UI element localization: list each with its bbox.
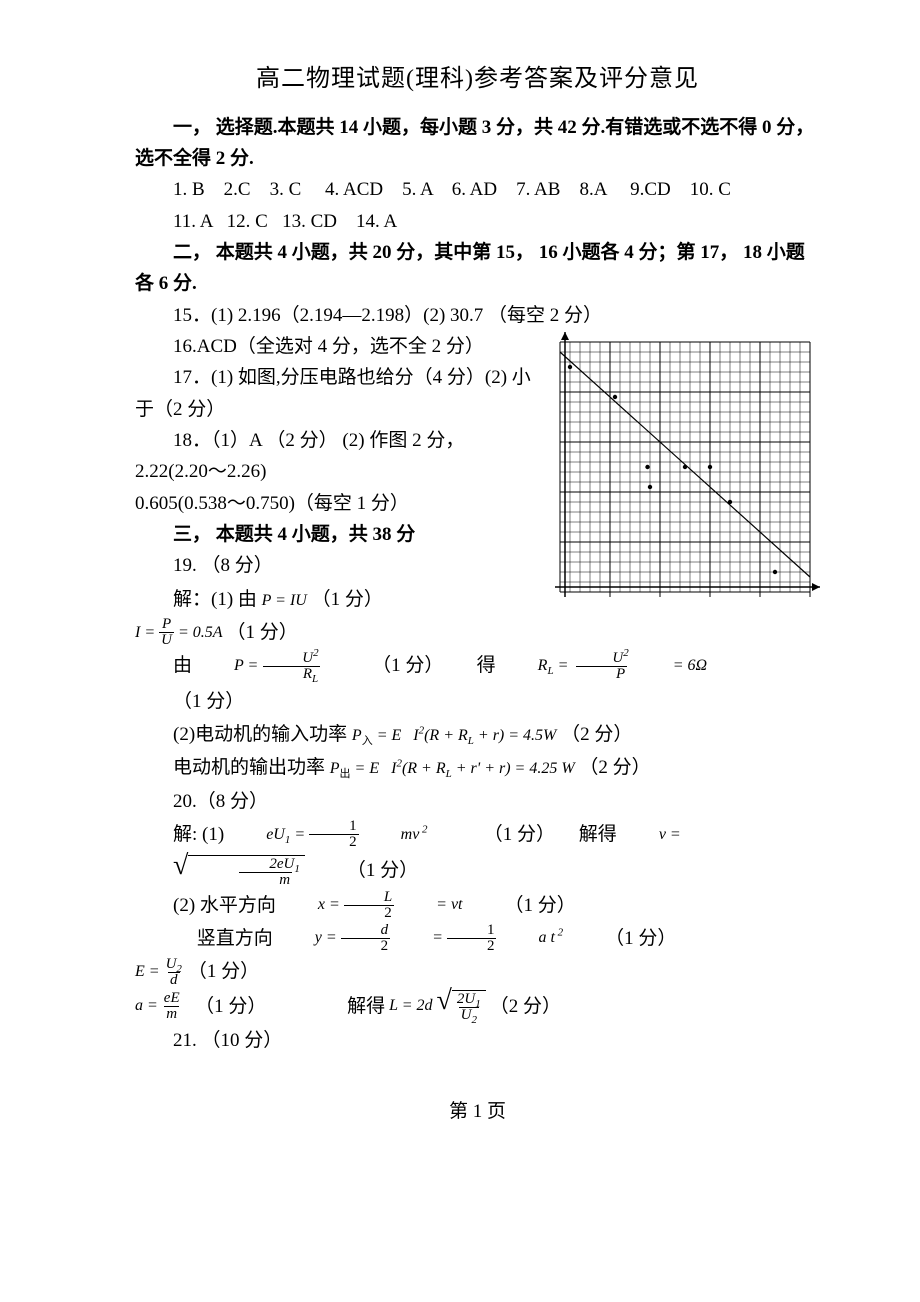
q20-a-mid: （1 分） 解得 [186,991,386,1022]
q20-sqrt-L: √ 2U1U2 [437,990,486,1023]
q20-a-eq: a = [135,993,158,1019]
q19-I-suf: （1 分） [227,617,298,648]
q20-y-eq: y = [277,925,337,951]
q21-heading: 21. （10 分） [135,1025,820,1056]
q20-2y-suf: （1 分） [567,923,676,954]
q19-2b-eq: P出 = E I2(R + RL + r' + r) = 4.25 W [330,760,575,777]
section1-heading: 一， 选择题.本题共 14 小题，每小题 3 分，共 42 分.有错选或不选不得… [135,112,820,175]
q20-step2x: (2) 水平方向 x = L2 = vt （1 分） [135,890,820,921]
q19-2a-suf: （2 分） [561,724,632,745]
q19-step2a: (2)电动机的输入功率 P入 = E I2(R + RL + r) = 4.5W… [135,719,820,750]
section2-heading: 二， 本题共 4 小题，共 20 分，其中第 15， 16 小题各 4 分；第 … [135,237,820,300]
scatter-chart [550,332,820,612]
q19-step-I: I = PU = 0.5A （1 分） [135,617,820,648]
q19-RL-val: = 6Ω [635,653,707,679]
q20-frac-half: 12 [309,819,359,850]
q20-1-suf: （1 分） [309,855,418,886]
q19-I-val: = 0.5A [178,620,223,646]
q19-2b-suf: （2 分） [579,757,650,778]
q20-eq-eq: = [394,925,443,951]
q15-line: 15．(1) 2.196（2.194—2.198）(2) 30.7 （每空 2 … [135,300,820,331]
q20-frac-L2: L2 [344,890,394,921]
page-title: 高二物理试题(理科)参考答案及评分意见 [135,60,820,100]
q19-2a-pre: (2)电动机的输入功率 [173,724,347,745]
q20-heading: 20.（8 分） [135,786,820,817]
q19-frac-PU: PU [159,617,174,648]
q19-frac-U2P: U2P [572,651,630,682]
q19-RL-mid: （1 分） 得 [325,650,496,681]
q19-2a-eq: P入 = E I2(R + RL + r) = 4.5W [352,727,556,744]
q20-sqrt-v: √ 2eU1m [135,855,305,888]
q19-P-eq: P = [196,653,258,679]
q20-a-suf: （2 分） [490,991,561,1022]
q19-2b-pre: 电动机的输出功率 [173,757,325,778]
graph-panel [550,332,820,612]
q19-step-RL: 由 P = U2RL （1 分） 得 RL = U2P = 6Ω （1 分） [135,650,820,717]
q20-1-mid: （1 分） 解得 [432,819,617,850]
q20-mv2: mv 2 [363,822,428,848]
q20-step1: 解: (1) eU1 = 12 mv 2 （1 分） 解得 v = √ 2eU1… [135,819,820,887]
q20-L-eq: L = 2d [389,993,432,1019]
q20-step2y: 竖直方向 y = d2 = 12 a t 2 （1 分） [135,923,820,954]
q19-eq-PIU: P = IU [262,592,307,609]
q20-eU1: eU1 = [228,822,305,848]
q19-I-symbol: I = [135,620,155,646]
q20-frac-half2: 12 [447,923,497,954]
q19-RL-suf: （1 分） [135,686,244,717]
answers-row-1: 1. B 2.C 3. C 4. ACD 5. A 6. AD 7. AB 8.… [135,174,820,205]
q20-E-suf: （1 分） [188,956,259,987]
q20-frac-U2d: U2d [164,957,184,988]
q20-2x-pre: (2) 水平方向 [135,890,276,921]
q20-frac-d2: d2 [341,923,391,954]
q20-2y-pre: 竖直方向 [135,923,273,954]
q20-at2: a t 2 [500,925,563,951]
q20-frac-eEm: eEm [162,991,182,1022]
q19-step1-suf: （1 分） [312,589,383,610]
q20-x-eq: x = [280,892,340,918]
q19-step1-pre: 解：(1) 由 [173,589,257,610]
q20-2x-suf: （1 分） [467,890,576,921]
q19-RL-pre: 由 [135,650,192,681]
page-number: 第 1 页 [135,1096,820,1127]
q20-v-eq: v = [621,822,681,848]
q20-E-eq: E = [135,959,160,985]
q20-vt: = vt [398,892,462,918]
q19-RL-eq: RL = [500,653,569,679]
q20-E: E = U2d （1 分） [135,956,820,987]
answers-row-2: 11. A 12. C 13. CD 14. A [135,206,820,237]
q19-frac-U2RL: U2RL [262,651,320,682]
q20-1-pre: 解: (1) [135,819,224,850]
q19-step2b: 电动机的输出功率 P出 = E I2(R + RL + r' + r) = 4.… [135,752,820,783]
q20-a: a = eEm （1 分） 解得 L = 2d √ 2U1U2 （2 分） [135,990,820,1023]
section2-heading-text: 二， 本题共 4 小题，共 20 分，其中第 15， 16 小题各 4 分；第 … [135,242,805,294]
